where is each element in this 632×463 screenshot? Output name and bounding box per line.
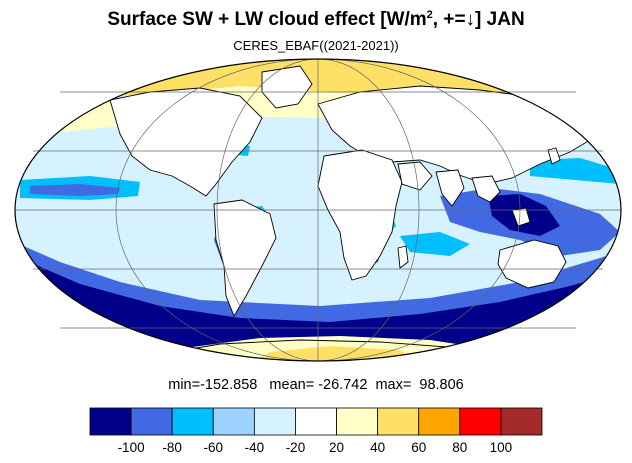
borneo xyxy=(511,207,531,227)
colorbar-tick-label: -40 xyxy=(245,440,265,455)
colorbar-box xyxy=(130,407,173,436)
arabia xyxy=(397,161,433,191)
north-pacific-band-2 xyxy=(30,184,120,196)
stats-min-value: -152.858 xyxy=(200,377,258,393)
colorbar-tick-label: 60 xyxy=(411,440,426,455)
india xyxy=(435,169,465,207)
colorbar-tick-label: -20 xyxy=(286,440,306,455)
colorbar-box xyxy=(418,407,461,436)
title-suffix: , +=↓] JAN xyxy=(432,9,525,30)
colorbar-tick-label: -60 xyxy=(204,440,224,455)
title-superscript: 2 xyxy=(426,9,433,21)
south-america xyxy=(213,199,277,318)
antarctica-positive xyxy=(230,346,440,361)
colorbar-box xyxy=(171,407,214,436)
colorbar-boxes xyxy=(89,407,543,436)
east-pacific-band xyxy=(530,158,620,184)
map-title: Surface SW + LW cloud effect [W/m2, +=↓]… xyxy=(0,8,632,32)
africa xyxy=(317,149,403,281)
colorbar-tick-label: 40 xyxy=(370,440,385,455)
colorbar-labels: -100 -80 -60 -40 -20 20 40 60 80 100 xyxy=(118,440,513,455)
colorbar-tick-label: 20 xyxy=(329,440,344,455)
japan xyxy=(547,147,561,165)
colorbar-box xyxy=(377,407,420,436)
north-america xyxy=(109,87,263,197)
colorbar-tick-label: -100 xyxy=(118,440,145,455)
globe-outline xyxy=(14,58,622,362)
stats-mean-label: mean= xyxy=(269,377,315,393)
colorbar-box xyxy=(253,407,296,436)
southeast-asia xyxy=(471,175,501,203)
stats-min-label: min= xyxy=(168,377,201,393)
colorbar-box xyxy=(295,407,337,436)
land-layer xyxy=(109,65,601,359)
stats-max-value: 98.806 xyxy=(419,377,464,393)
title-prefix: Surface SW + LW cloud effect [W/m xyxy=(107,9,427,30)
madagascar xyxy=(397,245,409,269)
stats-mean-value: -26.742 xyxy=(318,377,368,393)
stats-line: min=-152.858 mean= -26.742 max= 98.806 xyxy=(0,376,632,394)
map-subtitle: CERES_EBAF((2021-2021)) xyxy=(233,38,399,53)
colorbar-box xyxy=(500,407,543,436)
colorbar-tick-label: -80 xyxy=(162,440,182,455)
colorbar-tick-label: 80 xyxy=(452,440,467,455)
colorbar-box xyxy=(459,407,502,436)
colorbar-tick-label: 100 xyxy=(490,440,513,455)
colorbar-box xyxy=(89,407,132,436)
colorbar-box xyxy=(212,407,255,436)
colorbar-box xyxy=(336,407,379,436)
stats-max-label: max= xyxy=(375,377,412,393)
